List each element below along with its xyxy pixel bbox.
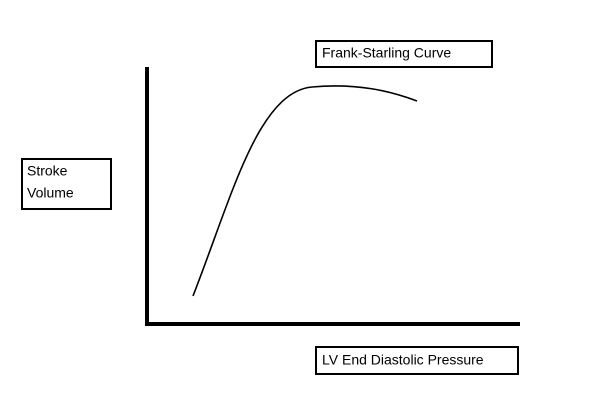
x-axis-label: LV End Diastolic Pressure: [322, 352, 484, 368]
y-axis-label-line: Volume: [27, 185, 74, 201]
frank-starling-curve: [192, 85, 418, 297]
title-box: [315, 40, 493, 68]
y-label-box: [21, 158, 112, 210]
x-label-box: [315, 346, 519, 375]
y-axis-label-line: Stroke: [27, 163, 68, 179]
title: Frank-Starling Curve: [322, 45, 451, 61]
